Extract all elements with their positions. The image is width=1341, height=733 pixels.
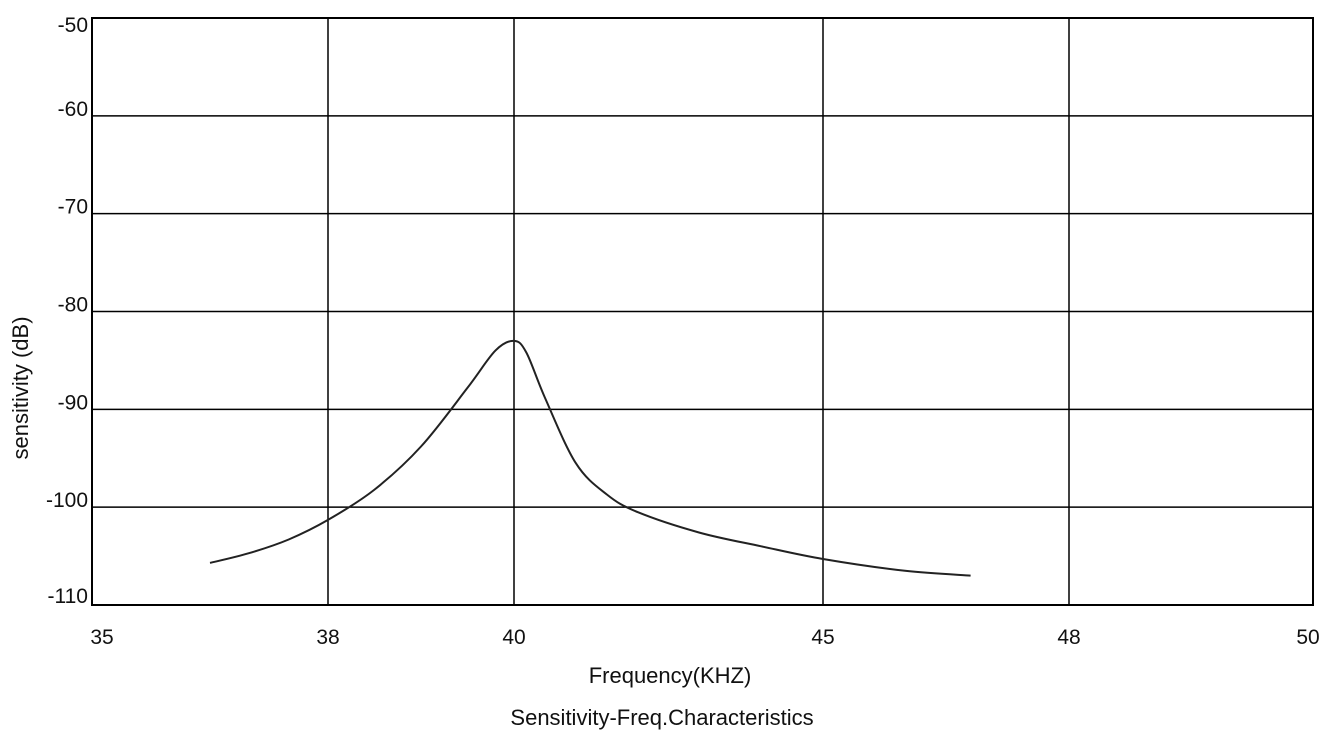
y-tick-label: -50 [58,14,88,37]
y-tick-label: -80 [58,294,88,317]
grid-lines [92,18,1313,605]
y-tick-label: -70 [58,196,88,219]
y-tick-label: -100 [46,489,88,512]
x-tick-label: 50 [1296,626,1319,649]
y-tick-label: -60 [58,98,88,121]
x-axis-title: Frequency(KHZ) [589,663,752,688]
sensitivity-curve [209,339,971,577]
y-tick-label: -110 [48,585,88,608]
x-tick-label: 35 [90,626,113,649]
x-tick-label: 38 [316,626,339,649]
y-axis-title: sensitivity (dB) [8,316,33,459]
x-tick-label: 40 [502,626,525,649]
chart-title: Sensitivity-Freq.Characteristics [510,705,813,730]
y-tick-label: -90 [58,391,88,414]
y-tick-labels: -50 -60 -70 -80 -90 -100 -110 [46,14,88,608]
x-tick-label: 45 [811,626,834,649]
x-tick-label: 48 [1057,626,1080,649]
x-tick-labels: 35 38 40 45 48 50 [90,626,1319,649]
